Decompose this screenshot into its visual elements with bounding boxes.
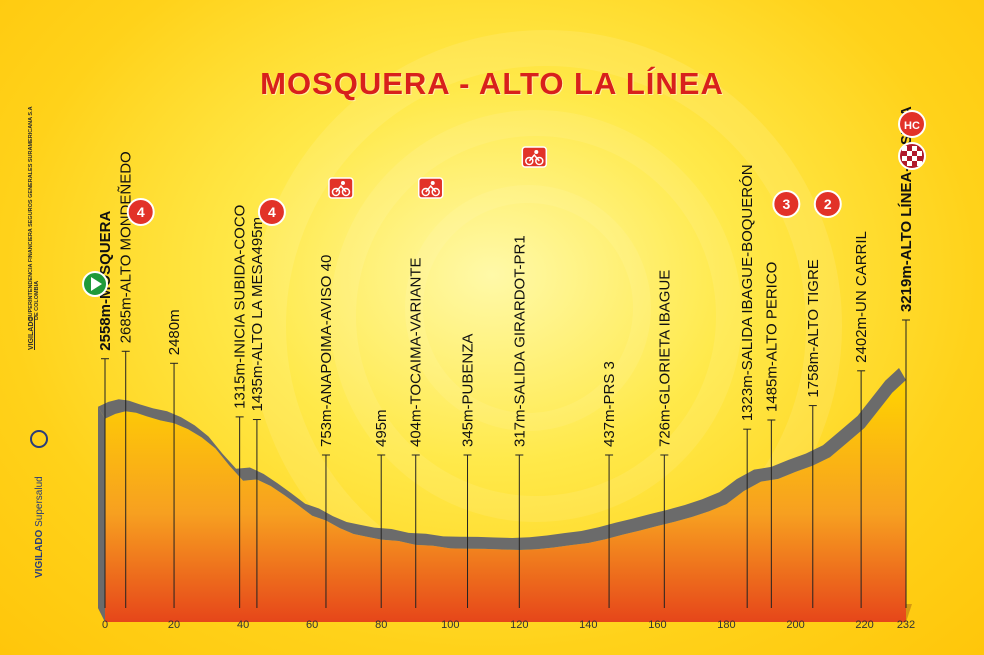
x-tick-label: 40 — [237, 619, 249, 631]
badge-text: 4 — [268, 204, 276, 220]
waypoint-label: 1758m-ALTO TIGRE — [805, 259, 822, 397]
supersalud-prefix: VIGILADO — [34, 529, 45, 578]
x-tick-label: 232 — [897, 619, 915, 631]
waypoint-label: 1315m-INICIA SUBIDA-COCO — [232, 205, 249, 409]
badge-text: 3 — [782, 196, 790, 212]
x-tick-label: 160 — [648, 619, 666, 631]
badge-text: 2 — [824, 196, 832, 212]
x-tick-label: 0 — [102, 619, 108, 631]
superintendencia-note: SUPERINTENDENCIA FINANCIERA SEGUROS GENE… — [28, 106, 40, 320]
sprint-cyclist-icon — [417, 177, 444, 199]
x-tick-label: 20 — [168, 619, 180, 631]
profile-area — [105, 380, 906, 622]
supersalud-label: VIGILADO Supersalud — [34, 476, 45, 578]
chart-title: MOSQUERA - ALTO LA LÍNEA — [260, 66, 724, 101]
finish-checkered-icon — [898, 142, 926, 170]
waypoint-label: 437m-PRS 3 — [601, 361, 618, 447]
waypoint-label: 404m-TOCAIMA-VARIANTE — [408, 258, 425, 447]
x-tick-label: 140 — [579, 619, 597, 631]
x-tick-label: 180 — [717, 619, 735, 631]
x-tick-label: 120 — [510, 619, 528, 631]
waypoint-label: 753m-ANAPOIMA-AVISO 40 — [318, 255, 335, 447]
climb-category-badge: 2 — [813, 190, 842, 218]
badge-text: HC — [904, 120, 920, 132]
climb-category-badge: 3 — [772, 190, 801, 218]
x-tick-label: 100 — [441, 619, 459, 631]
waypoint-label: 345m-PUBENZA — [460, 334, 477, 447]
supersalud-name: Supersalud — [34, 476, 45, 527]
climb-category-badge: 4 — [126, 198, 155, 226]
waypoint-label: 2402m-UN CARRIL — [853, 231, 870, 363]
waypoint-label: 495m — [373, 409, 390, 447]
superintendencia-line-2: DE COLOMBIA — [34, 280, 40, 320]
profile-road — [98, 368, 906, 550]
hc-category-badge: HC — [898, 110, 926, 138]
x-tick-label: 220 — [855, 619, 873, 631]
waypoint-label: 2480m — [166, 309, 183, 355]
x-tick-label: 80 — [375, 619, 387, 631]
sprint-cyclist-icon — [521, 146, 548, 168]
supersalud-logo-icon — [30, 430, 48, 448]
badge-text: 4 — [137, 204, 145, 220]
waypoint-label: 1485m-ALTO PERICO — [763, 262, 780, 412]
climb-category-badge: 4 — [257, 198, 286, 226]
waypoint-label: 726m-GLORIETA IBAGUE — [656, 270, 673, 447]
start-icon — [82, 271, 108, 297]
waypoint-label: 317m-SALIDA GIRARDOT-PR1 — [511, 235, 528, 447]
waypoint-label: 1323m-SALIDA IBAGUE-BOQUERÓN — [739, 164, 756, 421]
profile-left-wall — [98, 406, 105, 622]
x-tick-label: 60 — [306, 619, 318, 631]
waypoint-label: 1435m-ALTO LA MESA495m — [249, 217, 266, 412]
vigilado-label: VIGILADO — [28, 316, 35, 350]
x-tick-label: 200 — [786, 619, 804, 631]
sprint-cyclist-icon — [328, 177, 354, 199]
waypoint-label: 2685m-ALTO MONDEÑEDO — [118, 151, 135, 343]
